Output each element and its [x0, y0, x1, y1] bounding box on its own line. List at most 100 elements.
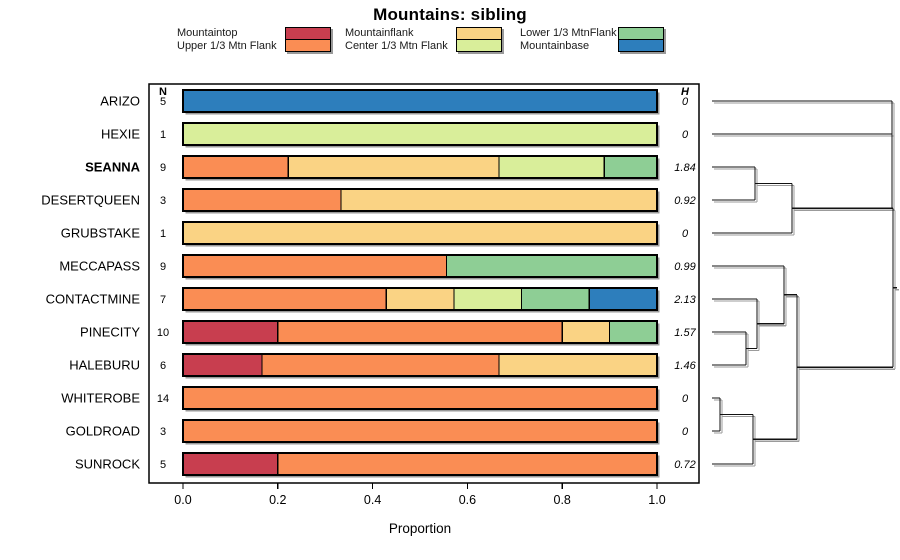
n-value: 6: [160, 360, 166, 372]
legend-group-3: Lower 1/3 MtnFlank Mountainbase: [520, 27, 664, 52]
h-column-header: H: [681, 86, 690, 98]
legend-labels: Mountaintop Upper 1/3 Mtn Flank: [177, 27, 285, 52]
h-value: 0: [682, 129, 689, 141]
x-axis-tick-label: 1.0: [648, 493, 665, 507]
bar-segment-mountainbase: [182, 89, 658, 113]
n-value: 1: [160, 228, 166, 240]
x-axis-tick-label: 0.4: [364, 493, 381, 507]
legend-swatch-upper-flank: [285, 39, 331, 52]
x-axis-tick-label: 0.0: [174, 493, 191, 507]
row-label-haleburu: HALEBURU: [69, 358, 140, 373]
legend-labels: Mountainflank Center 1/3 Mtn Flank: [345, 27, 456, 52]
bar-outline: [182, 155, 658, 179]
x-axis-title: Proportion: [389, 521, 451, 536]
bar-segment-upper13: [182, 188, 342, 212]
legend-label: Mountaintop: [177, 27, 238, 39]
bar-segment-mountainflank: [385, 287, 455, 311]
row-label-contactmine: CONTACTMINE: [46, 292, 141, 307]
bar-outline: [182, 89, 658, 113]
x-axis-tick-label: 0.8: [554, 493, 571, 507]
chart-title: Mountains: sibling: [373, 5, 527, 24]
legend-label: Center 1/3 Mtn Flank: [345, 39, 448, 52]
bar-segment-upper13: [182, 419, 658, 443]
bar-segment-center13: [498, 155, 605, 179]
bar-segment-mountaintop: [182, 320, 279, 344]
bar-segment-center13: [182, 122, 658, 146]
bar-segment-upper13: [182, 155, 289, 179]
x-axis: 0.0 0.2 0.4 0.6 0.8 1.0 Proportion: [174, 483, 666, 536]
row-label-whiterobe: WHITEROBE: [61, 391, 140, 406]
h-value: 0: [682, 96, 689, 108]
bar-row-hexie: HEXIE 1 0: [101, 122, 689, 148]
bar-segment-lower13: [608, 320, 658, 344]
legend-swatch-mountainbase: [618, 39, 664, 52]
bar-row-whiterobe: WHITEROBE 14 0: [61, 386, 689, 412]
bar-outline: [182, 221, 658, 245]
bar-row-contactmine: CONTACTMINE 7 2.13: [46, 287, 697, 313]
h-value: 0.72: [674, 459, 695, 471]
bar-row-pinecity: PINECITY 10 1.57: [80, 320, 697, 346]
n-column-header: N: [159, 86, 167, 98]
bar-segment-upper13: [277, 452, 658, 476]
n-value: 9: [160, 261, 166, 273]
bar-segment-lower13: [445, 254, 658, 278]
bar-segment-lower13: [603, 155, 658, 179]
row-label-meccapass: MECCAPASS: [59, 259, 140, 274]
bar-outline: [182, 353, 658, 377]
row-label-hexie: HEXIE: [101, 127, 140, 142]
bar-row-desertqueen: DESERTQUEEN 3 0.92: [41, 188, 696, 214]
bar-outline: [182, 452, 658, 476]
n-value: 3: [160, 195, 166, 207]
bar-outline: [182, 122, 658, 146]
legend-swatches: [456, 27, 502, 52]
h-value: 1.46: [674, 360, 696, 372]
h-value: 0.99: [674, 261, 695, 273]
bar-row-seanna: SEANNA 9 1.84: [85, 155, 696, 181]
row-label-pinecity: PINECITY: [80, 325, 140, 340]
bar-segment-mountaintop: [182, 452, 279, 476]
bar-segment-center13: [453, 287, 523, 311]
legend-group-1: Mountaintop Upper 1/3 Mtn Flank: [177, 27, 331, 52]
h-value: 0: [682, 426, 689, 438]
bar-segment-upper13: [277, 320, 563, 344]
legend-label: Upper 1/3 Mtn Flank: [177, 39, 277, 52]
bar-outline: [182, 419, 658, 443]
bar-segment-upper13: [261, 353, 500, 377]
legend-group-2: Mountainflank Center 1/3 Mtn Flank: [345, 27, 502, 52]
h-value: 1.57: [674, 327, 696, 339]
h-value: 2.13: [673, 294, 696, 306]
h-value: 0: [682, 393, 689, 405]
row-label-sunrock: SUNROCK: [75, 457, 140, 472]
x-axis-tick-label: 0.2: [269, 493, 286, 507]
n-value: 5: [160, 96, 166, 108]
bar-outline: [182, 320, 658, 344]
row-label-arizo: ARIZO: [100, 94, 140, 109]
bar-segment-mountainflank: [182, 221, 658, 245]
bar-outline: [182, 287, 658, 311]
legend-label: Lower 1/3 MtnFlank: [520, 27, 617, 39]
legend-swatches: [285, 27, 331, 52]
legend: Mountaintop Upper 1/3 Mtn Flank Mountain…: [0, 0, 900, 60]
bar-row-meccapass: MECCAPASS 9 0.99: [59, 254, 696, 280]
n-value: 9: [160, 162, 166, 174]
bar-segment-mountainflank: [561, 320, 611, 344]
bar-outline: [182, 188, 658, 212]
bar-row-sunrock: SUNROCK 5 0.72: [75, 452, 696, 478]
bar-segment-upper13: [182, 254, 447, 278]
bar-segment-upper13: [182, 386, 658, 410]
bar-row-grubstake: GRUBSTAKE 1 0: [61, 221, 689, 247]
bar-segment-mountainflank: [340, 188, 658, 212]
n-value: 10: [157, 327, 169, 339]
bar-segment-mountainflank: [498, 353, 658, 377]
bar-segment-mountaintop: [182, 353, 263, 377]
n-value: 1: [160, 129, 166, 141]
h-value: 0: [682, 228, 689, 240]
legend-label: Mountainflank: [345, 27, 414, 39]
legend-swatch-center-flank: [456, 39, 502, 52]
bar-row-haleburu: HALEBURU 6 1.46: [69, 353, 697, 379]
dendrogram: [712, 100, 899, 467]
plot-box: [148, 83, 700, 484]
row-label-grubstake: GRUBSTAKE: [61, 226, 141, 241]
